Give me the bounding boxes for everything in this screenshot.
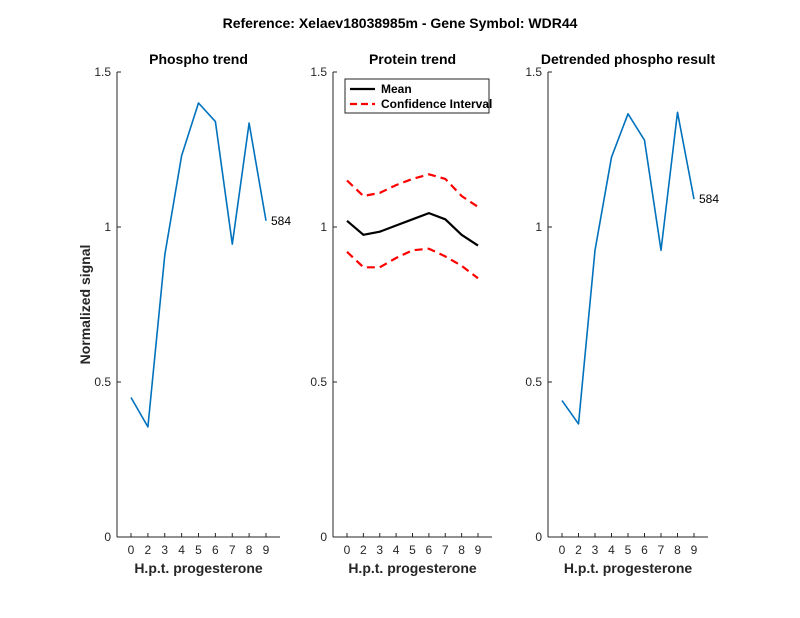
x-tick-label: 2 xyxy=(145,543,152,557)
series-line xyxy=(130,102,267,428)
y-tick-label: 0.5 xyxy=(525,375,542,389)
x-tick-label: 0 xyxy=(559,543,566,557)
y-tick-label: 0.5 xyxy=(310,375,327,389)
x-tick-label: 2 xyxy=(575,543,582,557)
legend-box xyxy=(344,78,490,114)
x-tick-label: 8 xyxy=(246,543,253,557)
series-1 xyxy=(561,111,695,425)
x-tick-label: 3 xyxy=(376,543,383,557)
series-1 xyxy=(346,212,479,247)
x-axis-label: H.p.t. progesterone xyxy=(564,560,693,576)
y-tick-label: 1.5 xyxy=(525,65,542,79)
x-axis-label: H.p.t. progesterone xyxy=(134,560,263,576)
y-tick-label: 0.5 xyxy=(94,375,111,389)
y-tick-label: 1.5 xyxy=(310,65,327,79)
x-tick-label: 2 xyxy=(360,543,367,557)
x-tick-label: 4 xyxy=(393,543,400,557)
y-tick-label: 0 xyxy=(535,530,542,544)
panel-title: Phospho trend xyxy=(149,51,248,67)
panel-title: Detrended phospho result xyxy=(541,51,716,67)
series-1 xyxy=(130,102,267,428)
x-tick-label: 6 xyxy=(641,543,648,557)
figure-title: Reference: Xelaev18038985m - Gene Symbol… xyxy=(223,15,578,31)
x-tick-label: 7 xyxy=(229,543,236,557)
series-line xyxy=(346,173,479,208)
y-tick-label: 0 xyxy=(104,530,111,544)
x-tick-label: 7 xyxy=(442,543,449,557)
x-tick-label: 9 xyxy=(475,543,482,557)
x-tick-label: 8 xyxy=(458,543,465,557)
legend-label: Confidence Interval xyxy=(381,97,492,111)
x-tick-label: 7 xyxy=(658,543,665,557)
series-3 xyxy=(346,247,479,280)
y-tick-label: 1.5 xyxy=(94,65,111,79)
series-2 xyxy=(346,173,479,208)
x-tick-label: 4 xyxy=(608,543,615,557)
x-axis-label: H.p.t. progesterone xyxy=(348,560,477,576)
x-tick-label: 3 xyxy=(592,543,599,557)
panel-title: Protein trend xyxy=(369,51,456,67)
x-tick-label: 5 xyxy=(195,543,202,557)
y-axis-label: Normalized signal xyxy=(77,245,93,365)
x-tick-label: 9 xyxy=(691,543,698,557)
series-line xyxy=(346,212,479,247)
y-tick-label: 0 xyxy=(320,530,327,544)
series-line xyxy=(561,111,695,425)
end-point-label: 584 xyxy=(699,192,719,206)
x-tick-label: 9 xyxy=(263,543,270,557)
x-tick-label: 3 xyxy=(161,543,168,557)
x-tick-label: 5 xyxy=(409,543,416,557)
series-line xyxy=(346,247,479,280)
x-tick-label: 4 xyxy=(178,543,185,557)
x-tick-label: 5 xyxy=(625,543,632,557)
end-point-label: 584 xyxy=(271,214,291,228)
x-tick-label: 6 xyxy=(212,543,219,557)
y-tick-label: 1 xyxy=(320,220,327,234)
x-tick-label: 6 xyxy=(426,543,433,557)
legend-label: Mean xyxy=(381,82,412,96)
x-tick-label: 0 xyxy=(128,543,135,557)
y-tick-label: 1 xyxy=(535,220,542,234)
y-tick-label: 1 xyxy=(104,220,111,234)
x-tick-label: 8 xyxy=(674,543,681,557)
x-tick-label: 0 xyxy=(344,543,351,557)
